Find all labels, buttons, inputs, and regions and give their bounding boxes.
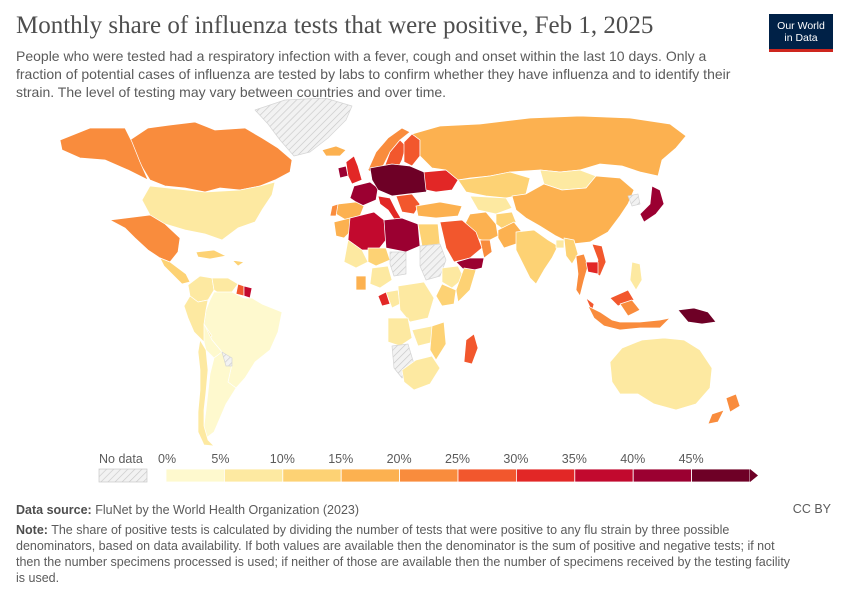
owid-logo[interactable]: Our World in Data [769,14,833,52]
country-central-europe[interactable] [369,163,433,197]
chart-subtitle: People who were tested had a respiratory… [16,48,731,100]
country-kenya[interactable] [435,283,457,307]
country-finland[interactable] [403,133,421,167]
country-egypt[interactable] [417,223,441,247]
country-caribbean[interactable] [195,249,245,267]
country-oman[interactable] [479,239,493,259]
legend-bin-6[interactable] [516,468,576,483]
country-saudi-arabia[interactable] [439,219,483,263]
chart-footer: Data source: FluNet by the World Health … [16,502,834,586]
legend-bin-3[interactable] [340,468,401,483]
country-canada[interactable] [129,121,293,193]
country-france[interactable] [349,181,379,207]
chart-title: Monthly share of influenza tests that we… [16,12,654,39]
country-madagascar[interactable] [463,333,479,365]
legend-bin-4[interactable] [399,468,459,483]
country-gabon[interactable] [377,291,391,307]
country-cambodia[interactable] [585,261,599,275]
country-bangladesh[interactable] [555,239,565,249]
country-malaysia[interactable] [585,289,635,313]
legend-no-data-swatch[interactable] [98,468,148,483]
legend-tick-label: 40% [620,452,646,466]
country-ireland[interactable] [337,165,349,179]
country-new-zealand[interactable] [707,393,741,425]
legend-bin-1[interactable] [223,468,284,483]
country-chile[interactable] [197,339,215,447]
country-nigeria[interactable] [369,265,393,289]
legend-tick-label: 45% [678,452,704,466]
legend-tick-label: 35% [561,452,587,466]
note-line: Note: The share of positive tests is cal… [16,522,796,586]
country-portugal[interactable] [329,203,339,217]
country-sudan[interactable] [419,243,447,281]
country-mali[interactable] [343,239,369,269]
source-line: Data source: FluNet by the World Health … [16,502,834,518]
country-somalia[interactable] [455,267,477,303]
country-china[interactable] [511,175,635,245]
country-thailand[interactable] [575,253,589,297]
country-greenland[interactable] [254,98,353,157]
country-central-asia[interactable] [469,195,513,215]
country-chad[interactable] [389,251,407,277]
country-philippines[interactable] [629,261,643,291]
license-label[interactable]: CC BY [792,502,831,516]
country-myanmar[interactable] [563,237,579,265]
note-text: The share of positive tests is calculate… [16,523,791,585]
country-paraguay[interactable] [221,351,233,367]
legend-no-data-label: No data [99,452,143,466]
country-morocco[interactable] [333,217,353,239]
country-argentina[interactable] [203,351,237,439]
country-indonesia[interactable] [587,299,671,331]
country-alaska[interactable] [59,127,149,181]
legend-tick-label: 10% [269,452,295,466]
legend-tick-label: 20% [386,452,412,466]
country-australia[interactable] [609,337,713,411]
legend-tick-label: 30% [503,452,529,466]
world-map [59,98,741,447]
country-niger[interactable] [367,247,391,267]
legend-bin-9[interactable] [691,468,751,483]
country-guyana[interactable] [235,283,245,297]
legend-bin-2[interactable] [282,468,342,483]
country-turkey[interactable] [415,201,463,219]
legend-bin-7[interactable] [574,468,634,483]
legend-tick-label: 25% [445,452,471,466]
country-suriname[interactable] [243,285,253,299]
legend-arrow [750,469,758,482]
country-india[interactable] [515,229,559,285]
country-united-kingdom[interactable] [345,155,363,185]
country-central-america[interactable] [159,257,191,285]
country-north-korea[interactable] [627,193,641,207]
country-balkans[interactable] [395,193,421,215]
logo-line-1: Our World [777,20,825,32]
country-mozambique[interactable] [429,321,447,361]
country-japan[interactable] [639,185,665,223]
note-label: Note: [16,523,48,537]
source-text[interactable]: FluNet by the World Health Organization … [95,503,360,517]
map-legend [98,468,758,483]
legend-tick-label: 15% [328,452,354,466]
source-label: Data source: [16,503,92,517]
legend-tick-label: 0% [158,452,177,466]
country-south-africa[interactable] [401,355,441,391]
legend-tick-label: 5% [211,452,230,466]
country-iceland[interactable] [321,145,347,157]
logo-line-2: in Data [784,32,818,44]
country-papua-new-guinea[interactable] [677,307,717,325]
country-dr-congo[interactable] [397,281,435,323]
country-angola[interactable] [387,317,413,347]
country-venezuela[interactable] [211,277,239,295]
country-russia[interactable] [411,115,687,181]
country-libya[interactable] [383,217,421,253]
country-ghana[interactable] [355,275,367,291]
legend-bin-8[interactable] [632,468,693,483]
legend-bin-0[interactable] [165,468,225,483]
legend-bin-5[interactable] [457,468,517,483]
